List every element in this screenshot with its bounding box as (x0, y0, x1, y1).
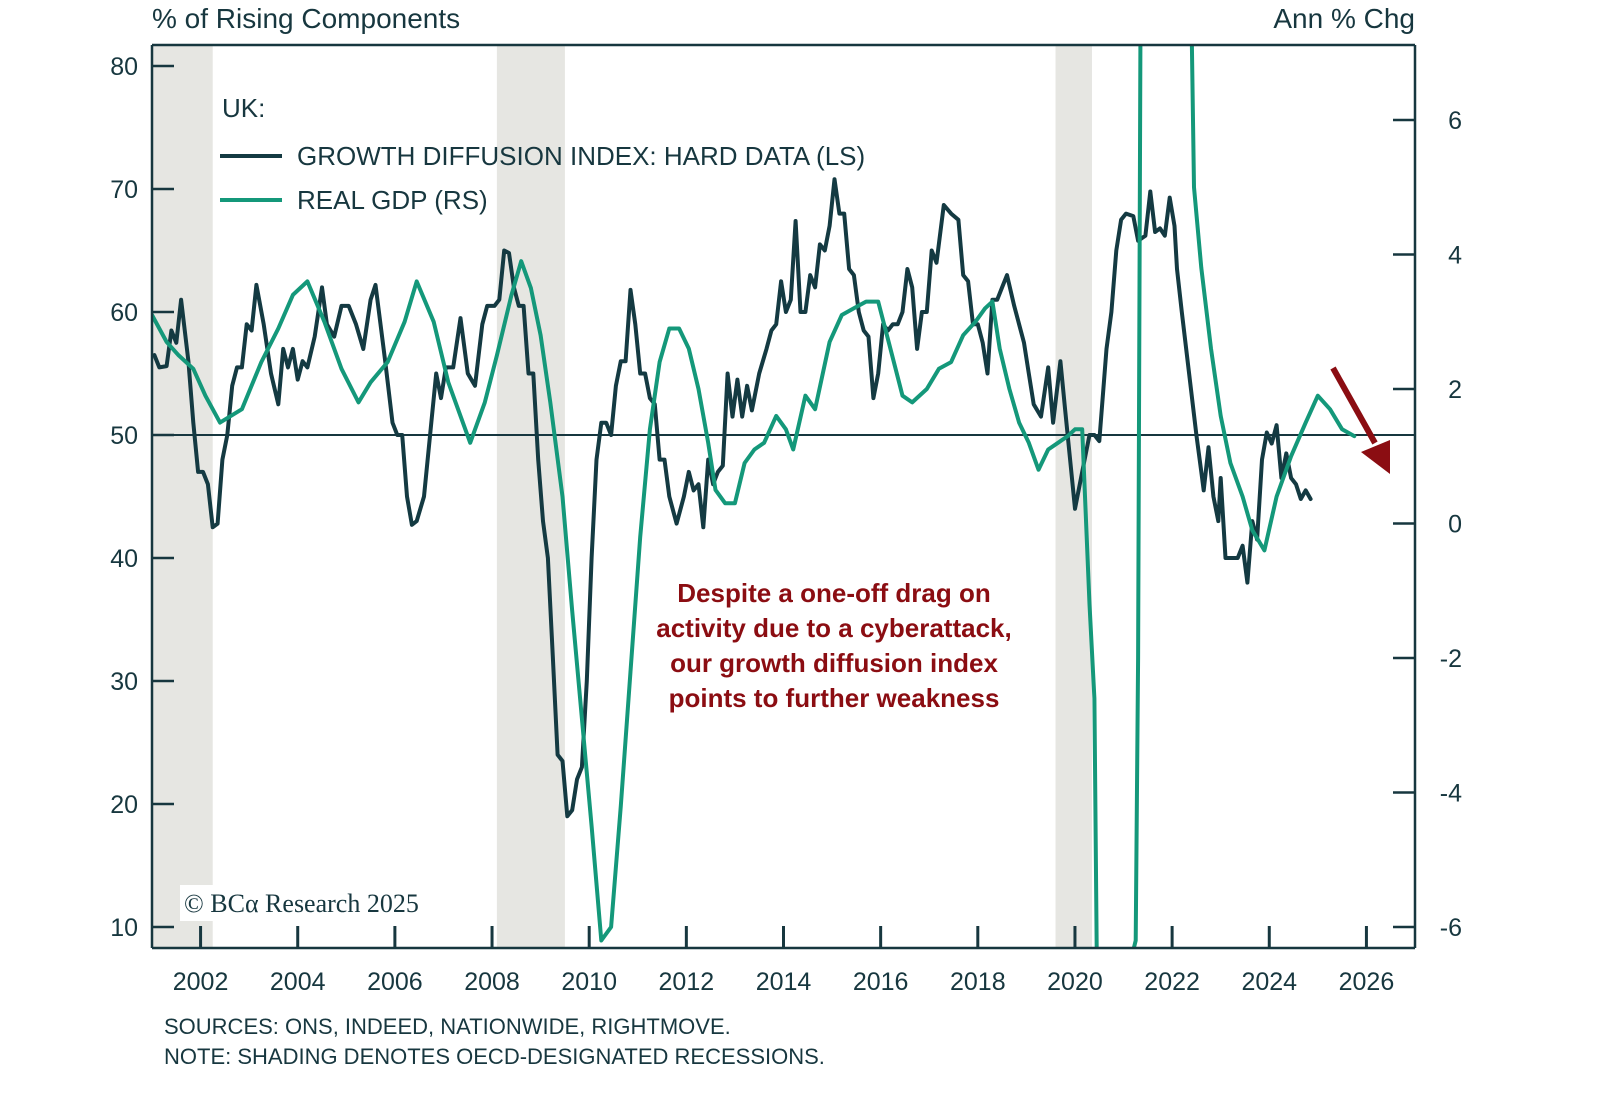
x-tick-label-2014: 2014 (756, 968, 812, 996)
right-tick-label-6: 6 (1448, 107, 1462, 135)
x-tick-label-2004: 2004 (270, 968, 326, 996)
left-tick-label-10: 10 (110, 914, 138, 942)
annotation-line-3: our growth diffusion index (670, 648, 998, 678)
x-tick-label-2024: 2024 (1241, 968, 1297, 996)
left-tick-label-40: 40 (110, 545, 138, 573)
right-tick-label-2: 2 (1448, 376, 1462, 404)
annotation: Despite a one-off drag on activity due t… (656, 578, 1011, 713)
x-tick-label-2020: 2020 (1047, 968, 1103, 996)
left-tick-label-60: 60 (110, 299, 138, 327)
trend-arrow-shaft (1330, 366, 1378, 445)
left-tick-label-30: 30 (110, 668, 138, 696)
left-axis-title: % of Rising Components (152, 3, 460, 34)
left-tick-label-20: 20 (110, 791, 138, 819)
footnote-note: NOTE: SHADING DENOTES OECD-DESIGNATED RE… (164, 1044, 825, 1069)
x-tick-label-2010: 2010 (561, 968, 617, 996)
right-tick-label--6: -6 (1440, 914, 1462, 942)
series-line-real-gdp (152, 45, 1357, 948)
x-tick-label-2022: 2022 (1144, 968, 1200, 996)
footnote-sources: SOURCES: ONS, INDEED, NATIONWIDE, RIGHTM… (164, 1014, 731, 1039)
series-line-diffusion-index (152, 177, 1313, 819)
right-tick-label--4: -4 (1440, 780, 1462, 808)
recession-band-2 (496, 45, 565, 948)
x-tick-label-2012: 2012 (659, 968, 715, 996)
annotation-line-1: Despite a one-off drag on (677, 578, 990, 608)
copyright-background (180, 885, 460, 921)
axes-layer: 10 20 30 40 50 60 70 80 -6 -4 -2 0 2 4 6 2002 2004 2006 20… (110, 43, 1462, 996)
series-layer (152, 45, 1357, 948)
x-tick-label-2026: 2026 (1339, 968, 1395, 996)
legend-heading: UK: (222, 93, 265, 123)
x-tick-label-2016: 2016 (853, 968, 909, 996)
recession-band-1 (152, 45, 213, 948)
left-tick-label-50: 50 (110, 422, 138, 450)
copyright: © BCα Research 2025 (184, 889, 419, 918)
trend-arrow-head (1361, 440, 1390, 474)
right-tick-label--2: -2 (1440, 645, 1462, 673)
left-tick-label-80: 80 (110, 53, 138, 81)
left-tick-label-70: 70 (110, 176, 138, 204)
right-axis-title: Ann % Chg (1273, 3, 1415, 34)
legend-label-diffusion: GROWTH DIFFUSION INDEX: HARD DATA (LS) (297, 141, 865, 171)
x-tick-label-2006: 2006 (367, 968, 423, 996)
annotation-line-4: points to further weakness (669, 683, 1000, 713)
legend: UK: GROWTH DIFFUSION INDEX: HARD DATA (L… (220, 93, 865, 215)
annotation-line-2: activity due to a cyberattack, (656, 613, 1011, 643)
x-tick-label-2002: 2002 (173, 968, 229, 996)
x-tick-label-2018: 2018 (950, 968, 1006, 996)
right-tick-label-0: 0 (1448, 511, 1462, 539)
right-tick-label-4: 4 (1448, 242, 1462, 270)
trend-arrow (1330, 366, 1390, 474)
x-tick-label-2008: 2008 (464, 968, 520, 996)
legend-label-gdp: REAL GDP (RS) (297, 185, 488, 215)
